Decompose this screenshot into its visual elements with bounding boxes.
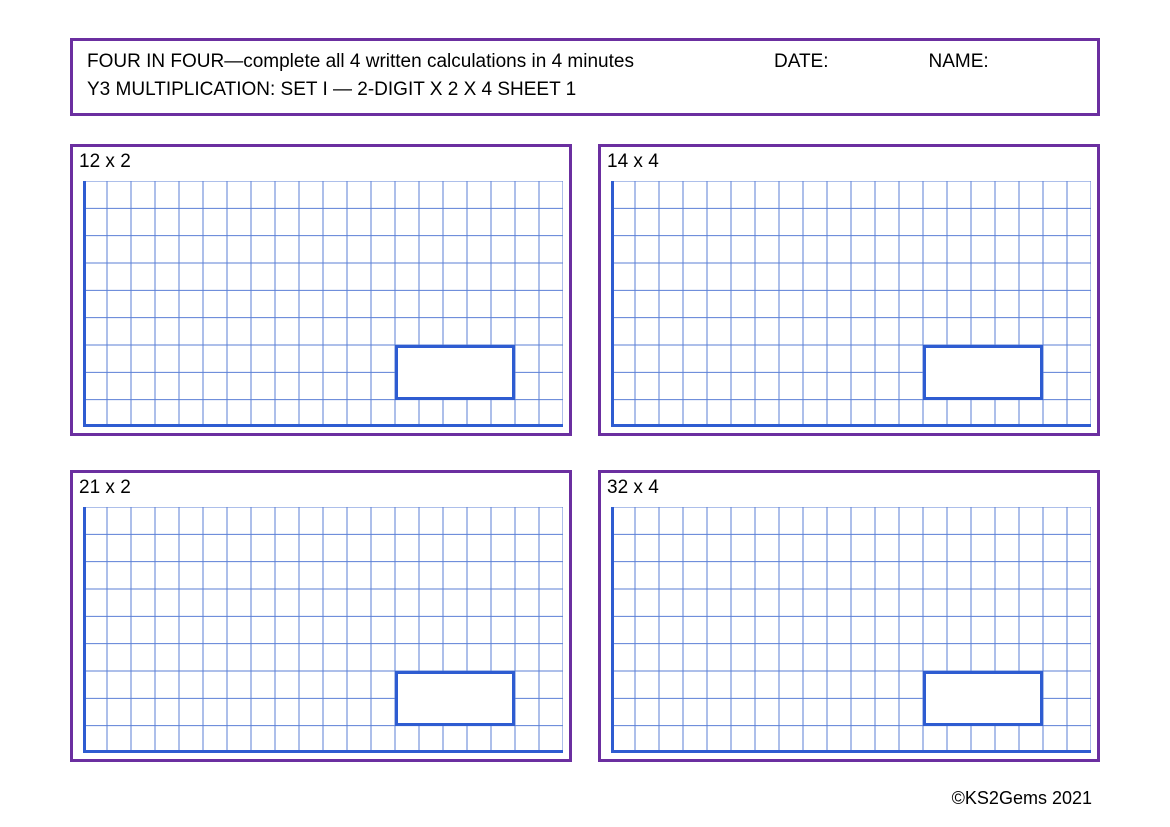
question-box: 12 x 2 [70, 144, 572, 436]
question-label: 32 x 4 [607, 477, 659, 499]
question-box: 14 x 4 [598, 144, 1100, 436]
worksheet-title: FOUR IN FOUR—complete all 4 written calc… [87, 51, 634, 73]
answer-box [395, 671, 515, 726]
question-label: 21 x 2 [79, 477, 131, 499]
date-label: DATE: [774, 51, 829, 73]
answer-box [923, 671, 1043, 726]
question-box: 21 x 2 [70, 470, 572, 762]
name-label: NAME: [929, 51, 989, 73]
answer-box [395, 345, 515, 400]
header-box: FOUR IN FOUR—complete all 4 written calc… [70, 38, 1100, 116]
question-label: 14 x 4 [607, 151, 659, 173]
header-line1: FOUR IN FOUR—complete all 4 written calc… [87, 51, 1083, 73]
question-label: 12 x 2 [79, 151, 131, 173]
answer-box [923, 345, 1043, 400]
grid-paper [83, 507, 563, 753]
questions-grid: 12 x 2 14 x 4 21 x 2 32 x 4 [70, 144, 1100, 762]
worksheet-subtitle: Y3 MULTIPLICATION: SET I — 2-DIGIT X 2 X… [87, 79, 1083, 101]
copyright-footer: ©KS2Gems 2021 [952, 788, 1092, 809]
grid-paper [611, 181, 1091, 427]
grid-paper [611, 507, 1091, 753]
grid-paper [83, 181, 563, 427]
question-box: 32 x 4 [598, 470, 1100, 762]
